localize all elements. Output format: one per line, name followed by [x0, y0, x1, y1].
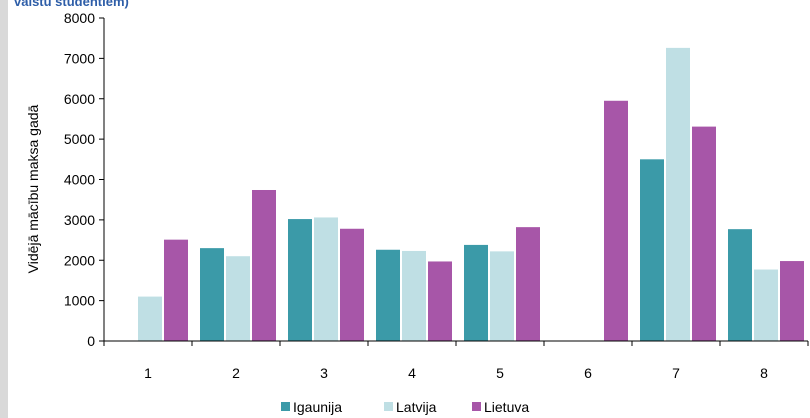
bar-igaunija-3 — [288, 219, 312, 341]
x-tick-label: 1 — [144, 365, 152, 381]
bar-latvija-2 — [226, 256, 250, 341]
x-tick-label: 8 — [760, 365, 768, 381]
legend: Igaunija Latvija Lietuva — [281, 399, 529, 415]
bar-lietuva-4 — [428, 261, 452, 341]
bar-lietuva-6 — [604, 100, 628, 341]
x-tick-label: 2 — [232, 365, 240, 381]
chart-title: valstu studentiem) — [14, 0, 129, 9]
bar-latvija-3 — [314, 217, 338, 341]
bar-lietuva-5 — [516, 227, 540, 341]
bar-latvija-7 — [666, 47, 690, 341]
bar-latvija-8 — [754, 269, 778, 341]
bar-igaunija-8 — [728, 229, 752, 341]
y-tick-label: 3000 — [64, 212, 95, 228]
bar-lietuva-2 — [252, 189, 276, 341]
y-tick-label: 1000 — [64, 293, 95, 309]
bar-lietuva-7 — [692, 126, 716, 341]
left-strip — [0, 0, 8, 418]
y-tick-label: 0 — [87, 333, 95, 349]
legend-label-latvija: Latvija — [396, 399, 437, 415]
y-tick-label: 6000 — [64, 91, 95, 107]
y-axis-label: Vidējā mācību maksa gadā — [25, 104, 41, 273]
bar-igaunija-4 — [376, 249, 400, 341]
y-tick-label: 8000 — [64, 10, 95, 26]
axes-group: 0 1000 2000 3000 4000 5000 6000 7000 8000 1 2 3 4 5 6 7… — [64, 10, 809, 381]
x-tick-label: 5 — [496, 365, 504, 381]
bar-lietuva-3 — [340, 228, 364, 341]
y-tick-label: 4000 — [64, 172, 95, 188]
bar-lietuva-8 — [780, 261, 804, 341]
bar-latvija-5 — [490, 251, 514, 341]
y-tick-label: 2000 — [64, 252, 95, 268]
bar-lietuva-1 — [164, 239, 188, 341]
legend-swatch-igaunija — [281, 402, 290, 411]
bar-latvija-4 — [402, 250, 426, 341]
bar-igaunija-7 — [640, 159, 664, 341]
legend-label-igaunija: Igaunija — [293, 399, 342, 415]
x-tick-label: 6 — [584, 365, 592, 381]
y-tick-label: 7000 — [64, 50, 95, 66]
x-tick-label: 7 — [672, 365, 680, 381]
x-tick-label: 3 — [320, 365, 328, 381]
legend-swatch-lietuva — [472, 402, 481, 411]
x-tick-label: 4 — [408, 365, 416, 381]
bars-group — [138, 47, 804, 341]
bar-igaunija-5 — [464, 244, 488, 341]
y-tick-label: 5000 — [64, 131, 95, 147]
bar-igaunija-2 — [200, 248, 224, 341]
legend-swatch-latvija — [384, 402, 393, 411]
legend-label-lietuva: Lietuva — [484, 399, 529, 415]
bar-latvija-1 — [138, 296, 162, 341]
